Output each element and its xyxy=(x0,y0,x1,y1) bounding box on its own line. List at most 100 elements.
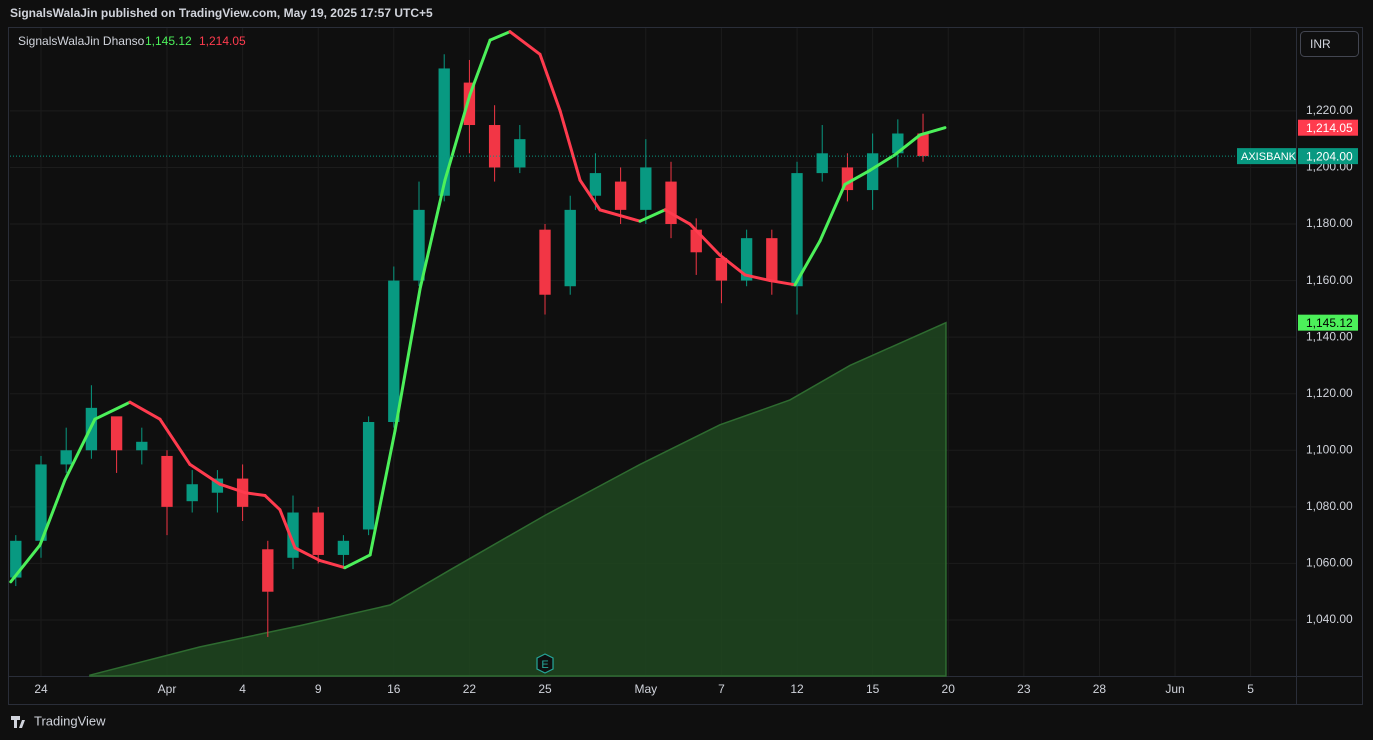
indicator-line-segment xyxy=(9,543,42,584)
candle-body xyxy=(917,133,929,157)
x-tick-label: 28 xyxy=(1093,682,1107,696)
indicator-line-segment xyxy=(793,239,822,287)
symbol-tag xyxy=(1237,148,1296,165)
indicator-line-segment xyxy=(128,400,162,421)
area-tag xyxy=(1298,314,1358,331)
chart-frame xyxy=(8,27,1363,705)
candle-body xyxy=(60,450,72,465)
indicator-line-segment xyxy=(488,30,512,42)
candle-body xyxy=(766,238,778,281)
line-tag xyxy=(1298,119,1358,136)
y-tick-label: 1,100.00 xyxy=(1306,442,1353,456)
plot xyxy=(9,30,1296,677)
y-tick-label: 1,080.00 xyxy=(1306,499,1353,513)
candle-body xyxy=(161,455,173,507)
candle-body xyxy=(211,478,224,493)
indicator-line-segment xyxy=(688,222,722,257)
brand-logo xyxy=(11,716,25,728)
brand-name: TradingView xyxy=(34,713,106,728)
candle-body xyxy=(362,422,375,530)
y-tick-label: 1,120.00 xyxy=(1306,386,1353,400)
x-tick-label: 4 xyxy=(239,682,246,696)
indicator-line-segment xyxy=(918,126,947,137)
earnings-label: E xyxy=(541,659,548,671)
indicator-line-segment xyxy=(188,462,222,486)
price-tag-label: 1,204.00 xyxy=(1306,149,1353,163)
candle-body xyxy=(388,280,400,423)
indicator-line-segment xyxy=(718,253,747,277)
symbol-tag-label: AXISBANK xyxy=(1241,151,1297,163)
x-tick-label: 16 xyxy=(387,682,401,696)
candle-body xyxy=(539,229,551,295)
line-tag-label: 1,214.05 xyxy=(1306,121,1353,135)
y-tick-label: 1,040.00 xyxy=(1306,612,1353,626)
indicator-line-segment xyxy=(663,208,692,226)
indicator-line-value: 1,214.05 xyxy=(199,34,246,48)
indicator-line-segment xyxy=(293,546,322,563)
x-tick-label: 7 xyxy=(718,682,725,696)
y-tick-label: 1,140.00 xyxy=(1306,329,1353,343)
candle-body xyxy=(10,540,22,578)
indicator-line-segment xyxy=(818,182,847,243)
area-tag-label: 1,145.12 xyxy=(1306,316,1353,330)
x-tick-label: 23 xyxy=(1017,682,1031,696)
indicator-line-segment xyxy=(278,508,297,550)
x-tick-label: 20 xyxy=(942,682,956,696)
indicator-line-segment xyxy=(158,417,192,466)
indicator-line-segment xyxy=(263,494,282,512)
currency-button[interactable] xyxy=(1300,31,1359,57)
candle-body xyxy=(715,257,728,281)
candle-body xyxy=(640,167,652,210)
y-tick-label: 1,220.00 xyxy=(1306,103,1353,117)
published-line: SignalsWalaJin published on TradingView.… xyxy=(10,6,433,20)
candle-body xyxy=(438,68,450,196)
indicator-line-segment xyxy=(768,279,797,287)
indicator-line-segment xyxy=(38,478,67,547)
candle-body xyxy=(791,173,803,287)
candle-body xyxy=(841,167,854,191)
candle-body xyxy=(690,229,702,253)
candle-body xyxy=(589,173,602,196)
x-tick-label: 9 xyxy=(315,682,322,696)
indicator-line-segment xyxy=(63,417,97,482)
y-tick-label: 1,180.00 xyxy=(1306,216,1353,230)
indicator-line-segment xyxy=(418,178,447,291)
candle-body xyxy=(463,82,476,126)
candle-body xyxy=(866,153,879,191)
candle-body xyxy=(35,464,47,541)
x-tick-label: 12 xyxy=(790,682,804,696)
grid xyxy=(10,28,1296,676)
x-tick-label: 15 xyxy=(866,682,880,696)
candle-body xyxy=(287,512,299,558)
indicator-line-segment xyxy=(638,208,667,223)
candle-body xyxy=(665,181,677,225)
candle-body xyxy=(413,209,425,281)
indicator-line-segment xyxy=(558,109,582,182)
indicator-line-segment xyxy=(318,559,347,570)
candle-body xyxy=(312,512,324,555)
y-tick-label: 1,160.00 xyxy=(1306,273,1353,287)
candle-body xyxy=(614,181,627,210)
x-tick-label: Jun xyxy=(1165,682,1184,696)
candle-body xyxy=(892,133,904,154)
y-tick-label: 1,060.00 xyxy=(1306,556,1353,570)
indicator-area-value: 1,145.12 xyxy=(145,34,192,48)
candle-body xyxy=(740,238,753,281)
candle-body xyxy=(816,153,828,174)
candle-body xyxy=(136,441,148,451)
x-tick-label: Apr xyxy=(158,682,177,696)
indicator-line-segment xyxy=(368,428,397,557)
candle-body xyxy=(564,209,576,287)
indicator-line-segment xyxy=(868,153,897,172)
candle-body xyxy=(262,549,274,592)
indicator-line-segment xyxy=(538,52,562,113)
indicator-name: SignalsWalaJin Dhanso xyxy=(18,34,145,48)
indicator-line-segment xyxy=(443,93,472,182)
indicator-line-segment xyxy=(578,178,602,212)
x-tick-label: 22 xyxy=(463,682,477,696)
indicator-line-segment xyxy=(843,168,872,186)
indicator-line-segment xyxy=(893,133,922,157)
currency-label: INR xyxy=(1310,37,1331,51)
